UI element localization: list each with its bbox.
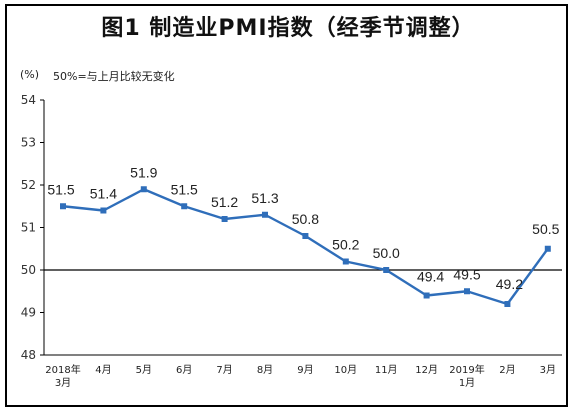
data-point-marker	[100, 207, 107, 214]
y-tick-label: 54	[21, 93, 36, 107]
data-label: 50.5	[532, 221, 559, 237]
x-tick-label: 6月	[176, 364, 192, 376]
data-label: 50.0	[373, 245, 400, 261]
x-tick-label: 11月	[375, 364, 398, 376]
data-point-marker	[181, 203, 188, 210]
series-line	[62, 188, 549, 306]
x-tick-label: 12月	[415, 364, 438, 376]
y-tick-label: 50	[21, 263, 36, 277]
y-tick-label: 53	[21, 136, 36, 150]
y-tick-label: 52	[21, 178, 36, 192]
y-tick-label: 51	[21, 221, 36, 235]
data-label: 50.8	[292, 211, 319, 227]
reference-note: 50%=与上月比较无变化	[53, 70, 175, 83]
data-point-marker	[262, 211, 268, 218]
data-label: 49.2	[496, 276, 523, 292]
y-tick-label: 48	[21, 348, 36, 362]
data-point-marker	[464, 288, 470, 295]
x-tick-label: 2月	[499, 364, 515, 376]
x-tick-label: 2018年	[45, 363, 80, 376]
data-label: 50.2	[332, 237, 359, 253]
data-point-marker	[342, 258, 349, 265]
data-point-marker	[140, 186, 147, 193]
data-point-marker	[221, 216, 228, 222]
data-label: 51.3	[251, 190, 278, 206]
data-label: 51.5	[47, 181, 74, 197]
x-tick-label: 4月	[95, 364, 111, 376]
x-tick-label: 7月	[216, 364, 232, 376]
x-tick-label: 3月	[540, 364, 556, 376]
chart-frame	[5, 4, 568, 407]
data-point-marker	[302, 233, 309, 239]
y-axis-unit: (%)	[20, 68, 40, 81]
x-tick-label-line2: 1月	[459, 377, 475, 389]
data-label: 51.4	[90, 186, 117, 202]
x-tick-label: 5月	[136, 364, 152, 376]
data-label: 51.9	[130, 164, 157, 180]
data-label: 49.4	[417, 269, 444, 285]
data-label: 51.2	[211, 194, 238, 210]
data-point-marker	[544, 245, 551, 252]
data-point-marker	[60, 203, 66, 210]
data-point-marker	[423, 292, 430, 299]
data-label: 51.5	[171, 181, 198, 197]
x-tick-label: 10月	[334, 364, 357, 376]
x-tick-label: 2019年	[449, 363, 484, 376]
data-point-marker	[383, 267, 390, 273]
x-tick-label: 8月	[257, 364, 273, 376]
x-tick-label: 9月	[297, 364, 313, 376]
data-label: 49.5	[453, 266, 480, 282]
x-tick-label-line2: 3月	[55, 377, 71, 389]
y-tick-label: 49	[21, 306, 36, 320]
chart-title: 图1 制造业PMI指数（经季节调整）	[101, 16, 475, 41]
data-point-marker	[504, 301, 511, 307]
